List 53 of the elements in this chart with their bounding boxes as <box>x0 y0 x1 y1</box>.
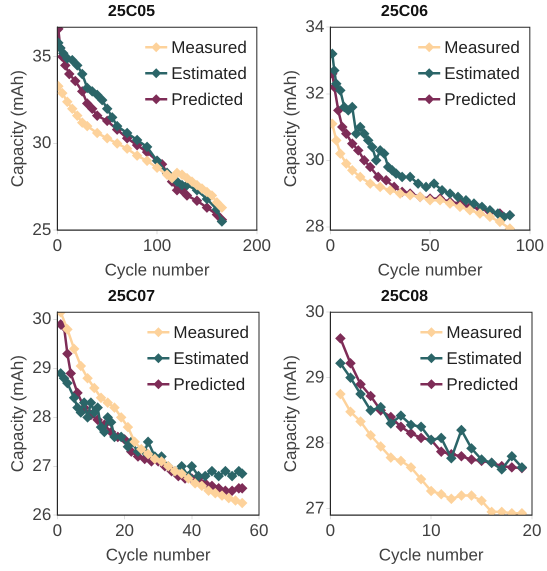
x-tick-label: 20 <box>522 521 542 540</box>
y-axis-title: Capacity (mAh) <box>280 70 300 188</box>
y-tick-label: 34 <box>305 16 324 36</box>
x-tick-label: 0 <box>326 521 336 540</box>
legend-label: Measured <box>444 38 520 57</box>
y-tick-label: 25 <box>32 220 52 239</box>
x-axis-title: Cycle number <box>104 260 210 280</box>
legend-label: Predicted <box>446 374 518 394</box>
x-tick-label: 50 <box>420 236 440 256</box>
x-axis-title: Cycle number <box>378 260 483 280</box>
legend-label: Measured <box>171 38 247 57</box>
legend-label: Estimated <box>446 348 522 368</box>
x-tick-label: 0 <box>326 236 336 256</box>
y-tick-label: 35 <box>32 46 52 66</box>
legend-label: Measured <box>173 322 250 342</box>
y-tick-label: 28 <box>305 216 324 236</box>
legend-label: Predicted <box>171 90 244 109</box>
legend-label: Predicted <box>173 374 246 394</box>
legend-label: Estimated <box>171 64 247 83</box>
chart-title: 25C08 <box>380 288 428 306</box>
y-tick-label: 27 <box>32 456 52 475</box>
x-tick-label: 10 <box>422 521 441 540</box>
x-tick-label: 100 <box>516 236 544 256</box>
y-tick-label: 30 <box>305 150 324 169</box>
y-tick-label: 30 <box>32 309 52 328</box>
x-tick-label: 200 <box>242 236 272 256</box>
x-tick-label: 0 <box>52 236 62 256</box>
y-tick-label: 30 <box>32 133 52 152</box>
legend-label: Predicted <box>444 90 516 109</box>
y-tick-label: 29 <box>305 367 324 386</box>
y-tick-label: 27 <box>305 498 324 518</box>
legend-label: Estimated <box>173 348 249 368</box>
x-tick-label: 40 <box>182 521 202 540</box>
x-tick-label: 0 <box>52 521 62 540</box>
y-axis-title: Capacity (mAh) <box>8 70 27 188</box>
x-axis-title: Cycle number <box>378 545 484 564</box>
y-axis-title: Capacity (mAh) <box>280 355 300 472</box>
y-tick-label: 28 <box>32 407 52 426</box>
y-tick-label: 28 <box>305 432 324 452</box>
chart-title: 25C07 <box>108 288 156 306</box>
legend-label: Measured <box>446 322 522 342</box>
x-tick-label: 100 <box>142 236 172 256</box>
x-axis-title: Cycle number <box>106 545 211 564</box>
chart-title: 25C06 <box>380 3 428 20</box>
y-tick-label: 30 <box>305 302 324 321</box>
chart-title: 25C05 <box>108 3 156 20</box>
legend-label: Estimated <box>444 64 520 83</box>
x-tick-label: 20 <box>115 521 134 540</box>
y-axis-title: Capacity (mAh) <box>8 355 27 472</box>
y-tick-label: 32 <box>305 83 324 102</box>
y-tick-label: 29 <box>32 358 52 378</box>
x-tick-label: 60 <box>250 521 268 540</box>
y-tick-label: 26 <box>32 504 52 524</box>
